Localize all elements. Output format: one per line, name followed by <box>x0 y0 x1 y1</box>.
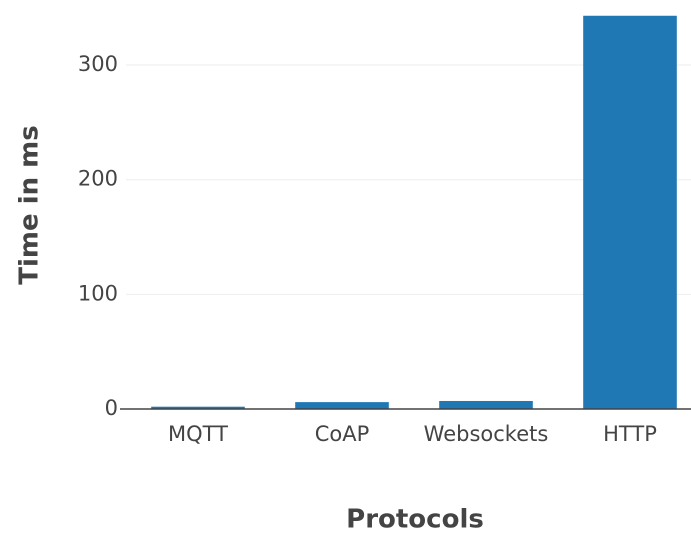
x-tick-label: HTTP <box>603 422 657 446</box>
bar <box>439 400 533 409</box>
x-tick-label: CoAP <box>315 422 370 446</box>
y-tick-label: 0 <box>105 396 118 420</box>
x-tick-label: Websockets <box>424 422 549 446</box>
bar <box>151 406 245 409</box>
x-axis-title: Protocols <box>346 505 484 533</box>
y-tick-label: 300 <box>78 52 118 76</box>
y-axis-title: Time in ms <box>15 125 45 284</box>
x-tick-label: MQTT <box>168 422 228 446</box>
bar <box>295 402 389 409</box>
y-tick-label: 200 <box>78 167 118 191</box>
y-tick-label: 100 <box>78 281 118 305</box>
bar <box>583 15 677 409</box>
